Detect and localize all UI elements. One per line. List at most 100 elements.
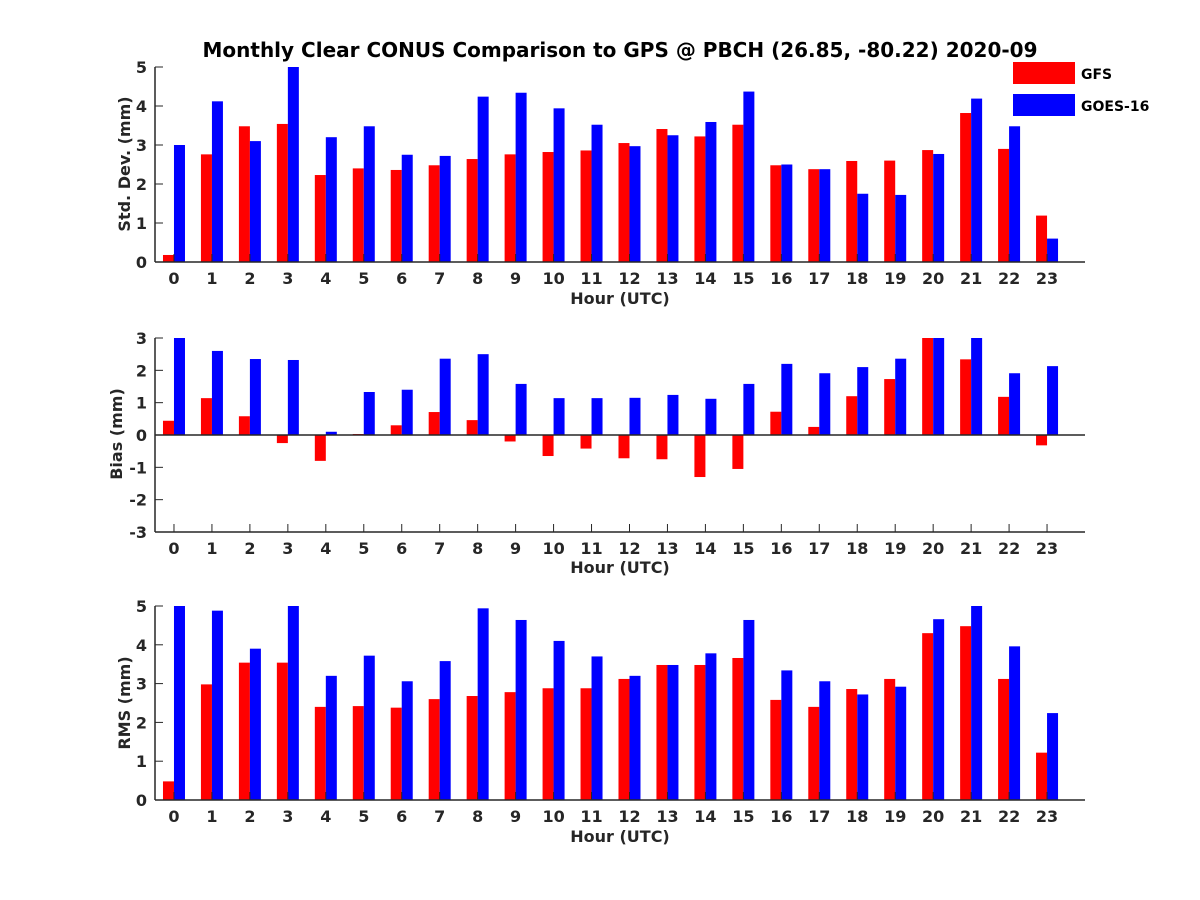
bias-bar-goes16-5 <box>363 392 375 435</box>
rms-bar-goes16-23 <box>1047 713 1059 800</box>
std-dev-bar-goes16-11 <box>591 124 603 262</box>
bias-bar-gfs-17 <box>808 426 820 435</box>
std-dev-x-tick-label: 19 <box>884 269 906 288</box>
std-dev-x-tick-label: 11 <box>580 269 602 288</box>
std-dev-x-tick-label: 14 <box>694 269 716 288</box>
legend-label-goes16: GOES-16 <box>1081 99 1149 115</box>
rms-x-tick-label: 14 <box>694 807 716 826</box>
std-dev-bar-gfs-19 <box>884 160 896 262</box>
bias-x-tick-label: 7 <box>434 539 445 558</box>
std-dev-y-tick-label: 0 <box>136 253 147 272</box>
std-dev-x-tick-label: 1 <box>206 269 217 288</box>
std-dev-bar-goes16-7 <box>439 155 451 262</box>
rms-bar-goes16-9 <box>515 619 527 800</box>
bias-x-tick-label: 17 <box>808 539 830 558</box>
std-dev-bar-gfs-6 <box>390 169 402 262</box>
std-dev-x-tick-label: 22 <box>998 269 1020 288</box>
bias-bar-goes16-1 <box>211 350 223 435</box>
bias-bar-goes16-3 <box>287 359 299 435</box>
legend-label-gfs: GFS <box>1081 67 1112 83</box>
bias-bar-gfs-11 <box>580 435 592 449</box>
std-dev-x-tick-label: 7 <box>434 269 445 288</box>
rms-bar-gfs-11 <box>580 688 592 800</box>
bias-bar-goes16-7 <box>439 358 451 435</box>
bias-bar-gfs-16 <box>770 411 782 435</box>
std-dev-x-tick-label: 10 <box>542 269 564 288</box>
std-dev-y-label: Std. Dev. (mm) <box>115 96 134 231</box>
bias-bar-goes16-19 <box>895 358 907 435</box>
rms-bar-goes16-11 <box>591 656 603 800</box>
rms-bar-gfs-18 <box>846 689 858 800</box>
rms-x-tick-label: 20 <box>922 807 944 826</box>
std-dev-bar-goes16-15 <box>743 91 755 262</box>
rms-bar-gfs-12 <box>618 678 630 800</box>
bias-x-tick-label: 22 <box>998 539 1020 558</box>
std-dev-bar-gfs-16 <box>770 165 782 262</box>
std-dev-bar-goes16-9 <box>515 92 527 263</box>
rms-bar-gfs-22 <box>998 678 1010 800</box>
std-dev-bar-gfs-20 <box>922 150 934 262</box>
std-dev-bar-gfs-9 <box>504 154 516 262</box>
std-dev-bar-goes16-13 <box>667 135 679 262</box>
rms-bar-goes16-12 <box>629 675 641 800</box>
bias-bar-gfs-18 <box>846 396 858 435</box>
rms-bar-gfs-0 <box>162 781 174 800</box>
std-dev-bar-goes16-18 <box>857 193 869 262</box>
std-dev-bar-goes16-1 <box>211 101 223 262</box>
std-dev-x-tick-label: 8 <box>472 269 483 288</box>
std-dev-bar-goes16-4 <box>325 137 337 262</box>
bias-bar-goes16-8 <box>477 354 489 435</box>
rms-bar-goes16-15 <box>743 619 755 800</box>
std-dev-x-tick-label: 3 <box>282 269 293 288</box>
std-dev-bar-gfs-21 <box>960 113 972 263</box>
rms-x-tick-label: 0 <box>168 807 179 826</box>
bias-bar-goes16-22 <box>1009 373 1021 435</box>
rms-bar-goes16-10 <box>553 640 565 800</box>
bias-bar-goes16-18 <box>857 367 869 435</box>
bias-bar-goes16-12 <box>629 397 641 435</box>
std-dev-bar-gfs-15 <box>732 124 744 262</box>
rms-x-tick-label: 3 <box>282 807 293 826</box>
std-dev-bar-goes16-17 <box>819 169 831 262</box>
bias-bar-gfs-0 <box>162 420 174 435</box>
std-dev-x-tick-label: 4 <box>320 269 331 288</box>
bias-bar-gfs-2 <box>238 416 250 435</box>
std-dev-bar-gfs-0 <box>162 254 174 262</box>
rms-x-tick-label: 7 <box>434 807 445 826</box>
rms-bar-goes16-7 <box>439 661 451 800</box>
bias-x-tick-label: 11 <box>580 539 602 558</box>
rms-bar-gfs-4 <box>314 706 326 800</box>
rms-bar-gfs-20 <box>922 633 934 800</box>
rms-y-tick-label: 3 <box>136 675 147 694</box>
std-dev-x-tick-label: 16 <box>770 269 792 288</box>
bias-x-tick-label: 23 <box>1036 539 1058 558</box>
bias-bar-goes16-10 <box>553 398 565 435</box>
rms-bar-goes16-19 <box>895 686 907 800</box>
rms-y-tick-label: 4 <box>136 636 147 655</box>
std-dev-bar-goes16-14 <box>705 121 717 263</box>
bias-x-label: Hour (UTC) <box>570 558 670 577</box>
std-dev-x-tick-label: 13 <box>656 269 678 288</box>
std-dev-x-tick-label: 20 <box>922 269 944 288</box>
bias-x-tick-label: 21 <box>960 539 982 558</box>
legend-swatch-goes16 <box>1013 94 1075 116</box>
rms-bar-gfs-7 <box>428 699 440 800</box>
bias-bar-gfs-4 <box>314 435 326 461</box>
rms-bar-gfs-1 <box>200 684 212 800</box>
std-dev-bar-gfs-5 <box>352 168 364 262</box>
bias-x-tick-label: 15 <box>732 539 754 558</box>
bias-y-tick-label: 1 <box>136 394 147 413</box>
std-dev-bar-gfs-7 <box>428 165 440 262</box>
bias-bar-goes16-14 <box>705 398 717 435</box>
bias-x-tick-label: 0 <box>168 539 179 558</box>
bias-x-tick-label: 20 <box>922 539 944 558</box>
rms-bar-goes16-22 <box>1009 646 1021 800</box>
rms-bar-gfs-23 <box>1036 752 1048 800</box>
std-dev-bar-gfs-18 <box>846 160 858 262</box>
chart-title: Monthly Clear CONUS Comparison to GPS @ … <box>203 38 1038 62</box>
bias-bar-goes16-11 <box>591 398 603 435</box>
bias-bar-gfs-9 <box>504 435 516 442</box>
rms-bar-gfs-3 <box>276 662 288 800</box>
bias-bar-goes16-0 <box>173 338 185 435</box>
